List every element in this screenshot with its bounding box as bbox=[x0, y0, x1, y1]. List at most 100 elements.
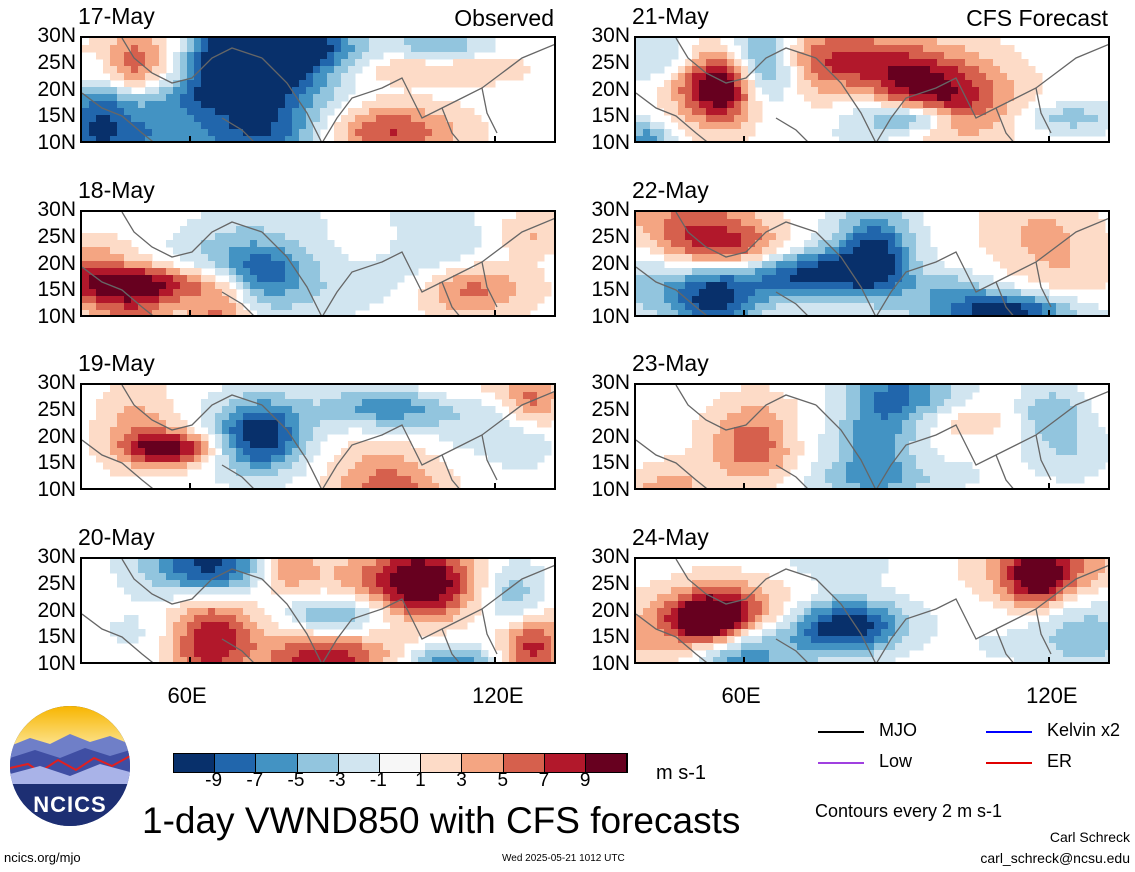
vwnd-cell bbox=[110, 406, 118, 414]
vwnd-cell bbox=[362, 455, 370, 463]
vwnd-cell bbox=[509, 657, 517, 662]
vwnd-cell bbox=[888, 59, 896, 67]
vwnd-cell bbox=[243, 219, 251, 227]
vwnd-cell bbox=[404, 622, 412, 630]
vwnd-cell bbox=[278, 303, 286, 311]
vwnd-cell bbox=[986, 52, 994, 60]
vwnd-cell bbox=[720, 66, 728, 74]
vwnd-cell bbox=[495, 441, 503, 449]
vwnd-cell bbox=[341, 87, 349, 95]
vwnd-cell bbox=[201, 399, 209, 407]
vwnd-cell bbox=[397, 45, 405, 53]
vwnd-cell bbox=[299, 455, 307, 463]
vwnd-cell bbox=[832, 38, 840, 46]
vwnd-cell bbox=[145, 38, 153, 46]
vwnd-cell bbox=[152, 45, 160, 53]
vwnd-cell bbox=[551, 233, 554, 241]
vwnd-cell bbox=[418, 629, 426, 637]
vwnd-cell bbox=[734, 136, 742, 141]
vwnd-cell bbox=[867, 80, 875, 88]
vwnd-cell bbox=[313, 261, 321, 269]
vwnd-cell bbox=[937, 87, 945, 95]
vwnd-cell bbox=[1105, 240, 1108, 248]
vwnd-cell bbox=[839, 254, 847, 262]
vwnd-cell bbox=[979, 87, 987, 95]
vwnd-cell bbox=[236, 587, 244, 595]
vwnd-cell bbox=[341, 59, 349, 67]
vwnd-cell bbox=[762, 87, 770, 95]
vwnd-cell bbox=[306, 101, 314, 109]
vwnd-cell bbox=[327, 87, 335, 95]
vwnd-cell bbox=[187, 608, 195, 616]
vwnd-cell bbox=[166, 101, 174, 109]
vwnd-cell bbox=[937, 80, 945, 88]
vwnd-cell bbox=[495, 587, 503, 595]
vwnd-cell bbox=[397, 226, 405, 234]
vwnd-cell bbox=[173, 80, 181, 88]
vwnd-cell bbox=[236, 385, 244, 393]
vwnd-cell bbox=[446, 226, 454, 234]
vwnd-cell bbox=[355, 650, 363, 658]
vwnd-cell bbox=[320, 73, 328, 81]
vwnd-cell bbox=[986, 94, 994, 102]
vwnd-cell bbox=[215, 441, 223, 449]
vwnd-cell bbox=[278, 261, 286, 269]
vwnd-cell bbox=[82, 108, 90, 116]
vwnd-cell bbox=[1000, 219, 1008, 227]
vwnd-cell bbox=[951, 87, 959, 95]
vwnd-cell bbox=[187, 448, 195, 456]
vwnd-cell bbox=[201, 59, 209, 67]
vwnd-cell bbox=[1021, 289, 1029, 297]
vwnd-cell bbox=[530, 296, 538, 304]
vwnd-cell bbox=[299, 608, 307, 616]
vwnd-cell bbox=[187, 66, 195, 74]
vwnd-cell bbox=[706, 66, 714, 74]
vwnd-cell bbox=[383, 483, 391, 488]
vwnd-cell bbox=[537, 275, 545, 283]
vwnd-cell bbox=[467, 657, 475, 662]
vwnd-cell bbox=[874, 80, 882, 88]
vwnd-cell bbox=[138, 427, 146, 435]
vwnd-cell bbox=[355, 636, 363, 644]
vwnd-cell bbox=[979, 310, 987, 315]
vwnd-cell bbox=[811, 38, 819, 46]
vwnd-cell bbox=[390, 650, 398, 658]
vwnd-cell bbox=[650, 219, 658, 227]
vwnd-cell bbox=[292, 115, 300, 123]
vwnd-cell bbox=[103, 52, 111, 60]
vwnd-cell bbox=[860, 233, 868, 241]
coastline bbox=[876, 43, 1108, 141]
vwnd-cell bbox=[187, 52, 195, 60]
vwnd-cell bbox=[285, 310, 293, 315]
vwnd-cell bbox=[762, 303, 770, 311]
vwnd-cell bbox=[166, 282, 174, 290]
vwnd-cell bbox=[923, 101, 931, 109]
vwnd-cell bbox=[159, 413, 167, 421]
vwnd-cell bbox=[173, 427, 181, 435]
vwnd-cell bbox=[678, 226, 686, 234]
panel-date-label: 18-May bbox=[78, 177, 155, 203]
vwnd-cell bbox=[818, 254, 826, 262]
vwnd-cell bbox=[299, 94, 307, 102]
vwnd-cell bbox=[411, 615, 419, 623]
vwnd-cell bbox=[103, 101, 111, 109]
vwnd-cell bbox=[664, 212, 672, 220]
vwnd-cell bbox=[909, 101, 917, 109]
vwnd-cell bbox=[369, 282, 377, 290]
vwnd-cell bbox=[1000, 80, 1008, 88]
vwnd-cell bbox=[1028, 240, 1036, 248]
vwnd-cell bbox=[166, 296, 174, 304]
vwnd-cell bbox=[201, 73, 209, 81]
vwnd-cell bbox=[523, 629, 531, 637]
vwnd-cell bbox=[881, 240, 889, 248]
vwnd-cell bbox=[446, 45, 454, 53]
vwnd-cell bbox=[495, 448, 503, 456]
vwnd-cell bbox=[734, 282, 742, 290]
vwnd-cell bbox=[1063, 261, 1071, 269]
vwnd-cell bbox=[481, 385, 489, 393]
vwnd-cell bbox=[187, 650, 195, 658]
vwnd-cell bbox=[467, 566, 475, 574]
vwnd-cell bbox=[544, 413, 552, 421]
vwnd-cell bbox=[194, 73, 202, 81]
vwnd-cell bbox=[516, 399, 524, 407]
